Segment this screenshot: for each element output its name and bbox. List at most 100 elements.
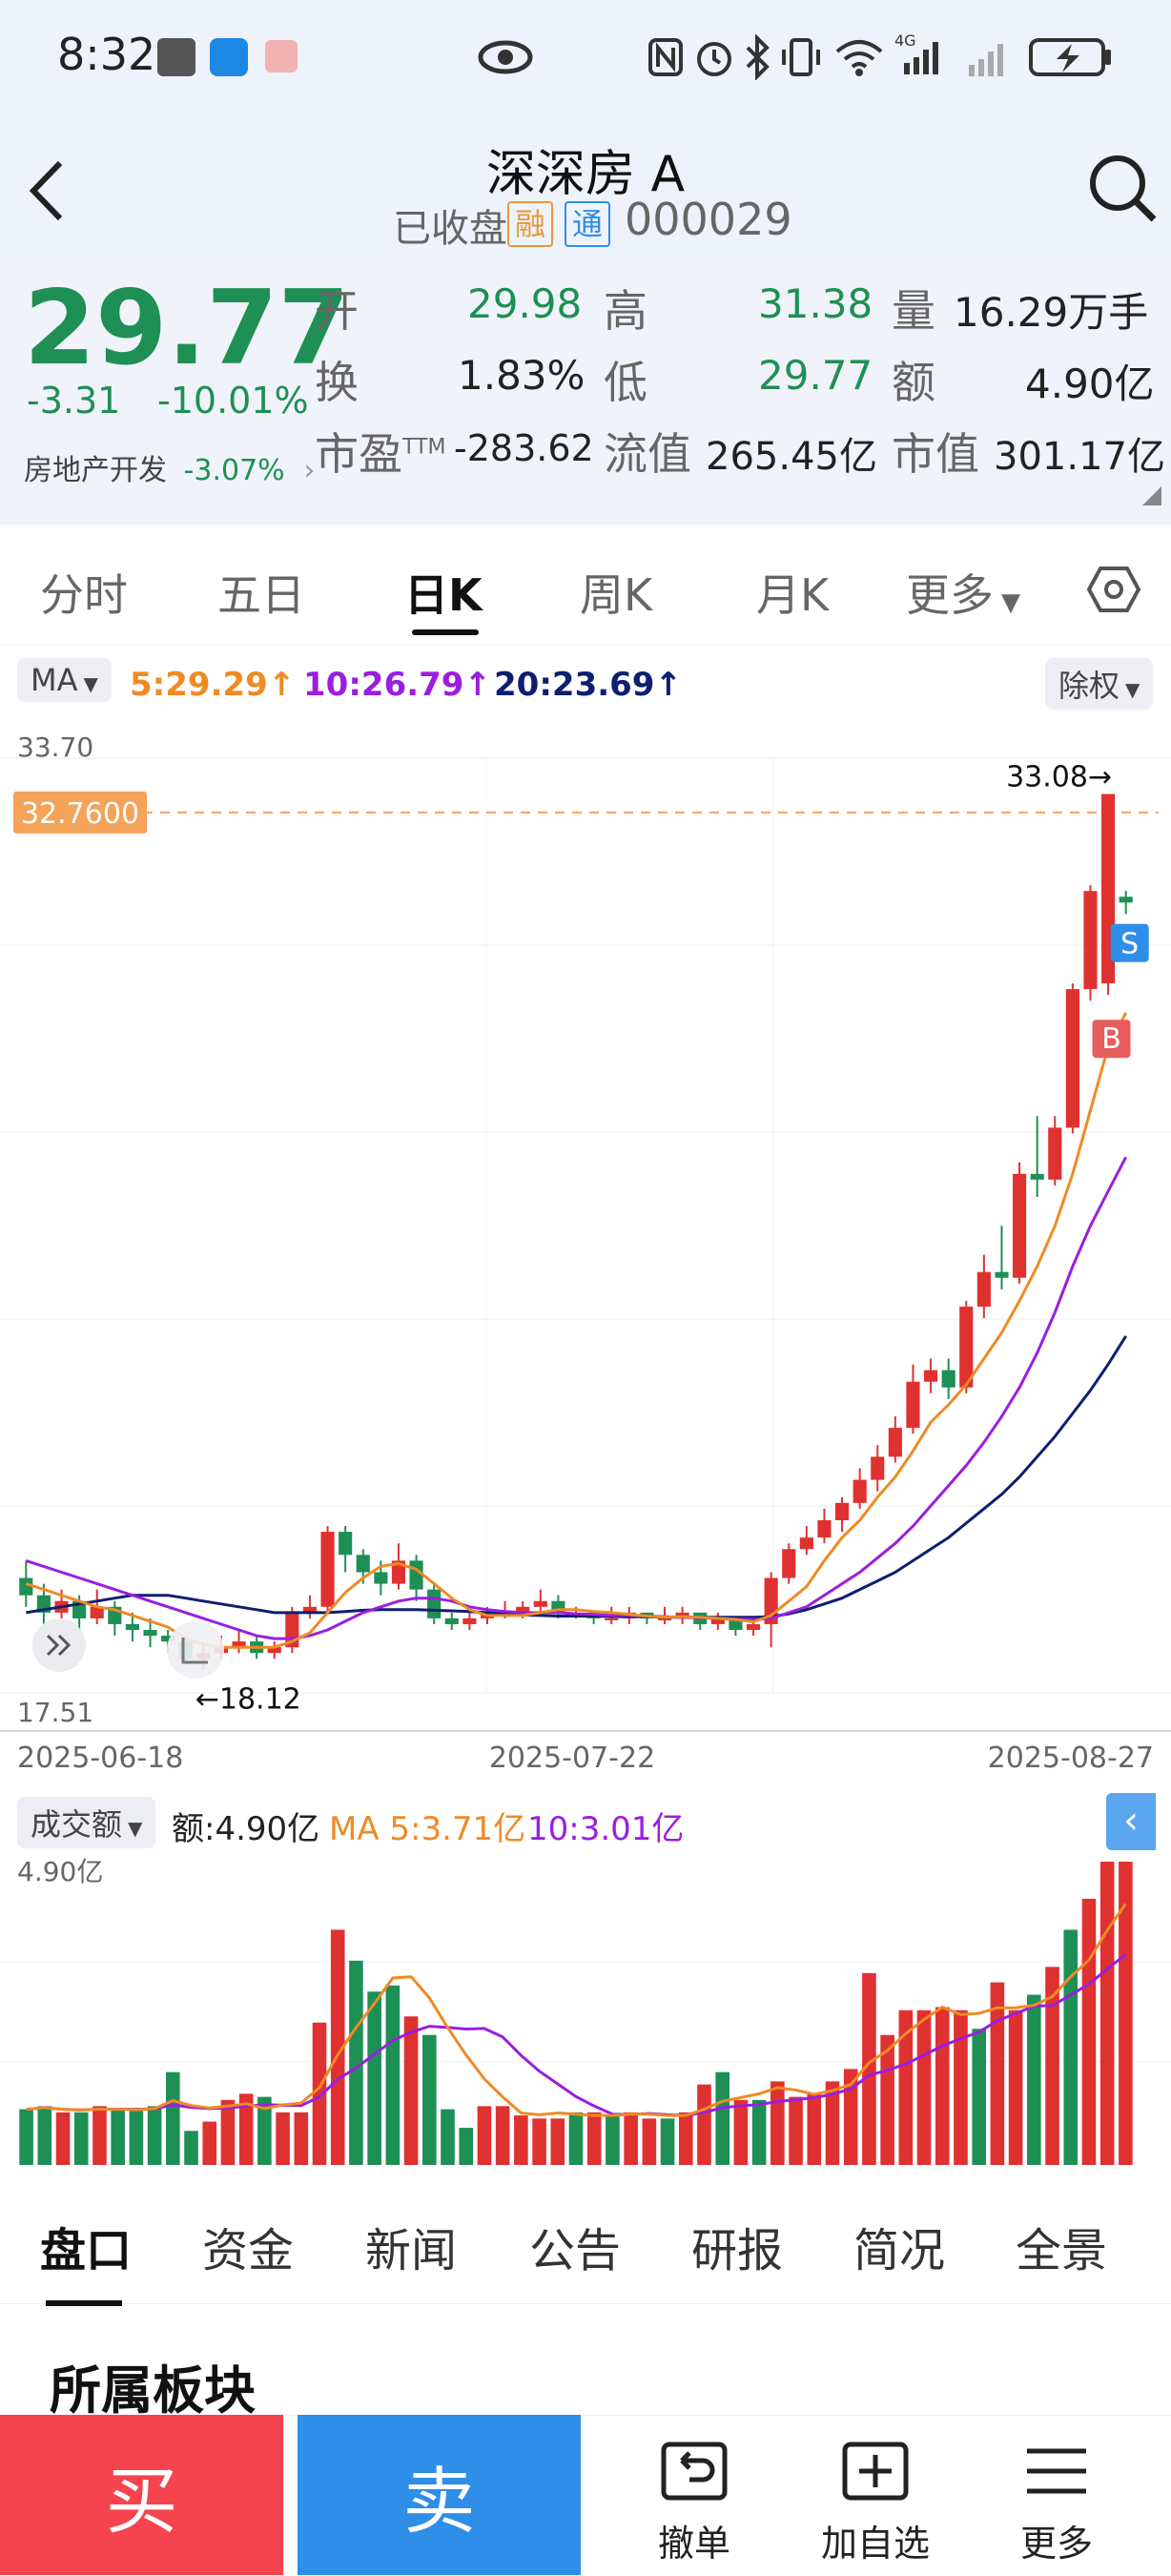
- volume-bar: [624, 2112, 638, 2165]
- chart-settings-icon[interactable]: [1087, 563, 1140, 616]
- volume-bar: [441, 2109, 455, 2165]
- candle-body: [1013, 1173, 1027, 1278]
- wifi-icon: [835, 40, 883, 76]
- volume-ma10: 10:3.01亿: [527, 1810, 685, 1848]
- candle-body: [143, 1630, 157, 1637]
- sector-name: 房地产开发: [24, 454, 167, 487]
- volume-bar: [495, 2106, 510, 2165]
- volume-chart: 4.90亿: [0, 1856, 1171, 2165]
- add-watchlist-button[interactable]: 加自选: [799, 2442, 952, 2566]
- amount-label: 额: [892, 357, 935, 408]
- amount-value: 4.90亿: [1025, 361, 1155, 407]
- volume-bar: [972, 2029, 986, 2165]
- volume-bar: [111, 2109, 125, 2165]
- y-min-label: 17.51: [17, 1697, 93, 1728]
- y-max-label: 33.70: [17, 732, 93, 763]
- candle-body: [302, 1606, 318, 1613]
- collapse-panel-icon[interactable]: ‹: [1106, 1793, 1156, 1850]
- pe-value: -283.62: [454, 427, 594, 469]
- tab-research[interactable]: 研报: [691, 2224, 784, 2277]
- candle-body: [995, 1271, 1009, 1278]
- volume-bar: [954, 2009, 968, 2165]
- volume-bar: [1008, 2009, 1023, 2165]
- cancel-order-button[interactable]: 撤单: [618, 2442, 770, 2566]
- volume-bar: [825, 2081, 840, 2165]
- chart-period-tabs: 分时 五日 日K 周K 月K 更多 ▼: [0, 534, 1171, 645]
- tab-intraday[interactable]: 分时: [40, 569, 128, 621]
- volume-bar: [202, 2121, 217, 2165]
- active-tab-underline: [46, 2300, 122, 2306]
- open-label: 开: [315, 285, 359, 337]
- volume-bar: [349, 1960, 363, 2165]
- tab-monthly-k[interactable]: 月K: [756, 569, 830, 621]
- ma5-value: 5:29.29↑: [130, 666, 295, 704]
- tab-announcements[interactable]: 公告: [529, 2224, 622, 2277]
- tab-five-day[interactable]: 五日: [217, 569, 305, 621]
- tab-weekly-k[interactable]: 周K: [580, 569, 653, 621]
- candle-body: [19, 1577, 33, 1596]
- volume-bar: [550, 2118, 565, 2165]
- sell-button[interactable]: 卖: [298, 2415, 581, 2575]
- volume-bar: [1099, 1862, 1115, 2165]
- low-label: 低: [604, 357, 647, 408]
- menu-icon: [1027, 2448, 1086, 2494]
- buy-button[interactable]: 买: [0, 2415, 283, 2575]
- volume-bar: [276, 2112, 290, 2165]
- volume-bar: [37, 2106, 52, 2165]
- candle-body: [533, 1600, 547, 1607]
- last-price: 29.77: [24, 269, 350, 388]
- double-chevron-icon: [46, 1634, 72, 1657]
- volume-bar: [19, 2109, 33, 2165]
- volume-bar: [385, 1985, 401, 2165]
- tab-panorama[interactable]: 全景: [1016, 2224, 1108, 2277]
- info-tabs: 盘口 资金 新闻 公告 研报 简况 全景: [0, 2165, 1171, 2306]
- ma-selector[interactable]: MA ▼: [17, 658, 112, 702]
- buy-marker-label: B: [1101, 1022, 1121, 1056]
- add-icon: [842, 2442, 909, 2501]
- volume-selector[interactable]: 成交额 ▼: [17, 1797, 156, 1848]
- volume-bar: [1081, 1898, 1097, 2165]
- candle-body: [90, 1606, 104, 1618]
- ma-indicator-row: MA ▼ 5:29.29↑ 10:26.79↑ 20:23.69↑ 除权 ▼: [0, 650, 1171, 727]
- market-state: 已收盘: [393, 207, 507, 251]
- candle-body: [267, 1647, 281, 1654]
- back-icon[interactable]: [24, 157, 72, 224]
- high-value: 31.38: [758, 280, 873, 327]
- search-icon[interactable]: [1087, 153, 1160, 225]
- tab-daily-k[interactable]: 日K: [404, 569, 483, 621]
- candle-body: [834, 1502, 850, 1521]
- sector-link[interactable]: 房地产开发 -3.07% ›: [24, 446, 315, 488]
- turnover-label: 换: [315, 357, 359, 408]
- tab-news[interactable]: 新闻: [365, 2224, 458, 2277]
- expand-corner-icon[interactable]: [1140, 484, 1163, 507]
- volume-amount: 额:4.90亿: [172, 1810, 320, 1848]
- candlestick-chart[interactable]: 33.70 17.51 2025-06-18 2025-07-22 2025-08-27…: [0, 730, 1171, 1788]
- tab-capital-flow[interactable]: 资金: [202, 2224, 295, 2277]
- volume-bar: [92, 2106, 107, 2165]
- volume-bar: [568, 2112, 584, 2165]
- more-button[interactable]: 更多: [980, 2442, 1133, 2566]
- volume-bar: [129, 2109, 144, 2165]
- pe-label: 市盈TTM: [315, 420, 445, 483]
- candle-body: [125, 1623, 139, 1631]
- volume-bar: [789, 2096, 803, 2165]
- add-watchlist-label: 加自选: [820, 2523, 930, 2565]
- volume-bar: [660, 2118, 675, 2165]
- candle-body: [1119, 896, 1133, 903]
- stock-header: 深深房 A 已收盘 融 通 000029: [0, 119, 1171, 258]
- volume-bar: [715, 2071, 730, 2165]
- mkt-cap-label: 市值: [892, 428, 979, 480]
- tab-order-book[interactable]: 盘口: [40, 2224, 133, 2277]
- volume-ma5: MA 5:3.71亿: [329, 1810, 526, 1848]
- tab-more[interactable]: 更多 ▼: [906, 561, 1020, 624]
- candle-body: [976, 1271, 991, 1308]
- app-badge-icon: [265, 40, 298, 72]
- volume-bar: [935, 2007, 950, 2165]
- volume-bar: [73, 2112, 89, 2165]
- tab-profile[interactable]: 简况: [853, 2224, 946, 2277]
- quote-panel: 29.77 -3.31 -10.01% 房地产开发 -3.07% › 开 29.…: [0, 258, 1171, 525]
- stock-name: 深深房 A: [485, 146, 686, 203]
- volume-bar: [606, 2115, 620, 2165]
- active-tab-underline: [412, 629, 479, 635]
- adjust-selector[interactable]: 除权 ▼: [1045, 658, 1154, 710]
